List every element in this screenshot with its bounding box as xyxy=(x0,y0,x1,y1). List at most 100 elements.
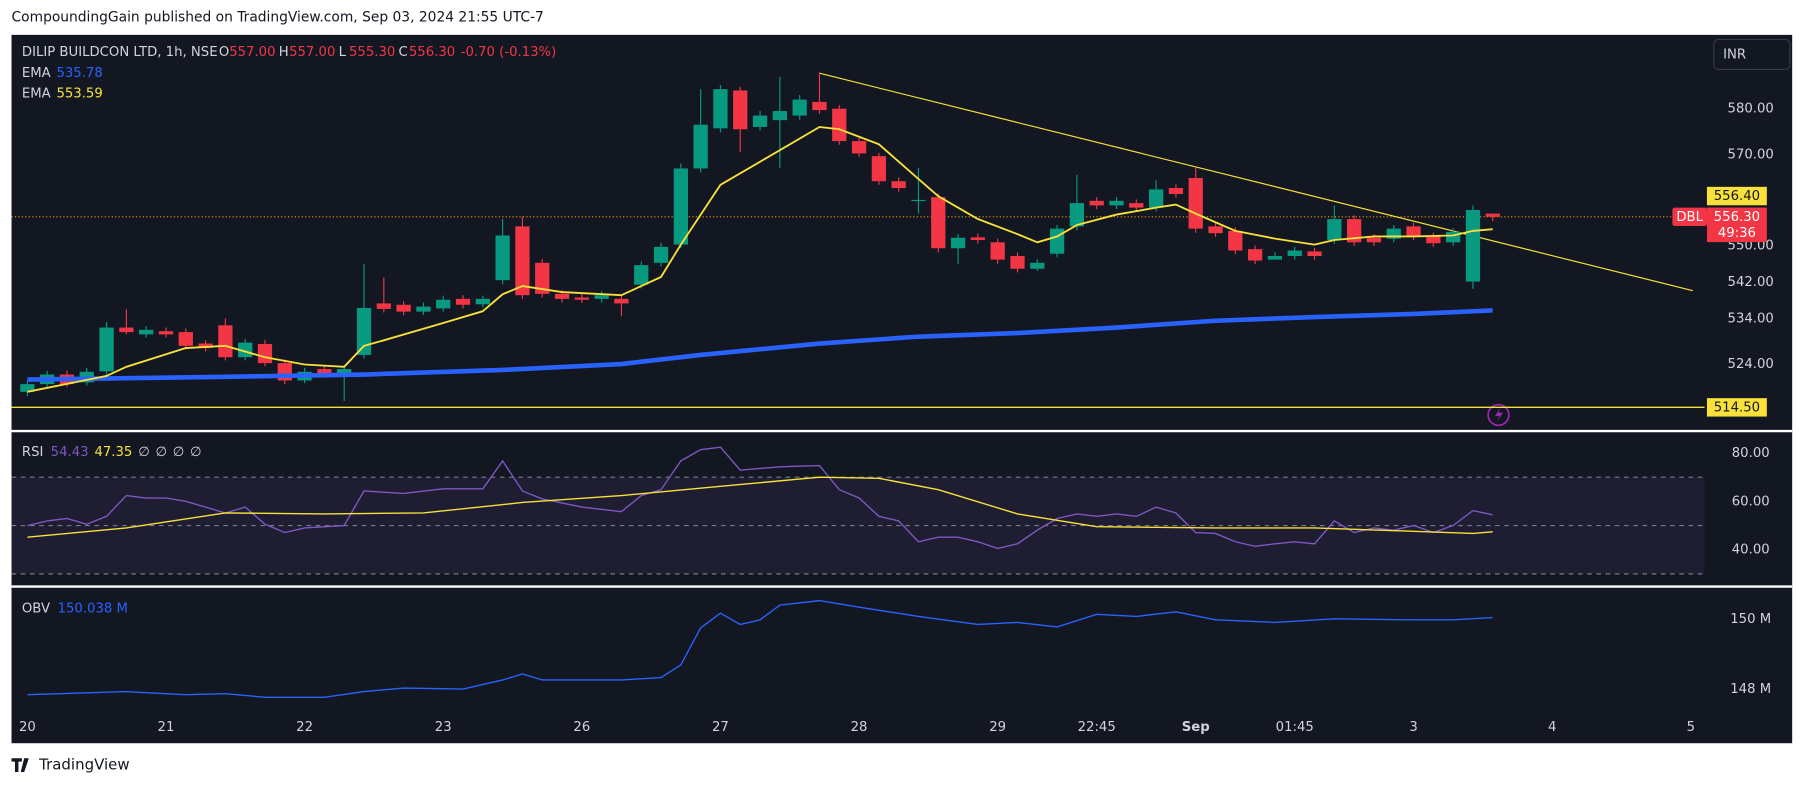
chart-title: DILIP BUILDCON LTD, 1h, NSE xyxy=(22,45,218,60)
legend-param: ∅ xyxy=(155,445,167,460)
brand-name: TradingView xyxy=(38,756,129,774)
indicator-line xyxy=(27,446,1493,550)
x-tick-label: 3 xyxy=(1409,720,1417,735)
y-tick-label: 148 M xyxy=(1730,682,1771,697)
ohlc-key: L xyxy=(339,45,347,60)
x-tick-label: 26 xyxy=(573,720,590,735)
candle-body xyxy=(475,298,490,305)
candle-body xyxy=(812,101,827,111)
candle-body xyxy=(574,297,589,300)
publish-info: CompoundingGain published on TradingView… xyxy=(12,10,544,26)
candle-body xyxy=(832,108,847,142)
candle-body xyxy=(198,343,213,349)
candle-body xyxy=(1148,189,1164,208)
trendline xyxy=(819,72,1693,292)
candle-body xyxy=(1129,203,1144,208)
candle-body xyxy=(119,327,134,333)
pane xyxy=(27,599,1493,698)
candle-body xyxy=(356,307,372,355)
symbol-label-box xyxy=(1672,207,1707,226)
legend-value: 47.35 xyxy=(94,445,132,460)
candle-body xyxy=(158,331,174,335)
candle-body xyxy=(515,226,530,296)
currency-label[interactable]: INR xyxy=(1723,47,1746,62)
x-tick-label: 4 xyxy=(1548,720,1556,735)
candle-body xyxy=(1386,228,1401,239)
candle-body xyxy=(1010,255,1025,269)
hline-label-box xyxy=(1706,398,1767,417)
change: -0.70 (-0.13%) xyxy=(461,45,557,60)
legend-param: ∅ xyxy=(173,445,185,460)
candle-body xyxy=(752,115,768,127)
alert-icon[interactable] xyxy=(1487,403,1510,427)
legend-name: EMA xyxy=(22,66,51,81)
candle-body xyxy=(911,199,926,202)
brand: TradingView xyxy=(11,756,130,774)
y-tick-label: 570.00 xyxy=(1728,147,1774,162)
candle-body xyxy=(1406,226,1421,237)
candle-body xyxy=(436,299,451,309)
indicator-title: OBV xyxy=(22,601,50,616)
x-tick-label: 27 xyxy=(712,720,729,735)
y-tick-label: 60.00 xyxy=(1732,494,1770,509)
candle-body xyxy=(1168,188,1184,194)
y-tick-label: 524.00 xyxy=(1728,357,1774,372)
chart-background xyxy=(11,34,1793,744)
pane xyxy=(11,446,1705,575)
candle-body xyxy=(1208,226,1223,234)
currency-button[interactable] xyxy=(1713,38,1791,70)
legend-value: 54.43 xyxy=(51,445,89,460)
candle-body xyxy=(317,369,332,375)
countdown: 49:36 xyxy=(1718,226,1756,241)
ohlc-value: 557.00 xyxy=(289,45,335,60)
candle-body xyxy=(634,265,649,285)
candle-body xyxy=(1069,203,1085,227)
candle-body xyxy=(455,298,471,305)
candle-body xyxy=(554,293,570,299)
candle-body xyxy=(653,246,669,263)
indicator-line xyxy=(27,599,1493,698)
x-tick-label: 21 xyxy=(158,720,175,735)
legend-value: 553.59 xyxy=(56,87,102,102)
x-tick-label: Sep xyxy=(1182,720,1210,735)
price-label-box xyxy=(1706,207,1767,243)
candle-body xyxy=(1109,200,1124,206)
x-tick-label: 01:45 xyxy=(1276,720,1314,735)
x-tick-label: 20 xyxy=(19,720,36,735)
candle-body xyxy=(139,329,154,335)
candle-body xyxy=(1287,250,1302,256)
candle-body xyxy=(376,303,391,309)
candle-body xyxy=(337,369,352,375)
candle-body xyxy=(1347,219,1362,243)
y-tick-label: 150 M xyxy=(1730,612,1771,627)
candle-body xyxy=(594,295,609,299)
candle-body xyxy=(257,343,273,364)
candle-body xyxy=(990,242,1005,260)
candle-body xyxy=(396,304,411,312)
candle-body xyxy=(1446,231,1461,243)
marker-label: 556.40 xyxy=(1714,189,1760,204)
candle-body xyxy=(1247,249,1263,261)
y-tick-label: 534.00 xyxy=(1728,311,1774,326)
candle-body xyxy=(1485,213,1500,217)
x-tick-label: 23 xyxy=(435,720,452,735)
x-tick-label: 29 xyxy=(989,720,1006,735)
indicator-line xyxy=(27,476,1493,538)
candle-body xyxy=(1030,262,1045,269)
ohlc-value: 557.00 xyxy=(229,45,275,60)
brand-logo xyxy=(11,758,29,773)
y-tick-label: 542.00 xyxy=(1728,275,1774,290)
candle-body xyxy=(218,325,233,358)
indicator-title: RSI xyxy=(22,445,43,460)
candle-body xyxy=(1089,200,1104,206)
candle-body xyxy=(713,89,728,129)
legend-name: EMA xyxy=(22,87,51,102)
y-tick-label: 580.00 xyxy=(1728,102,1774,117)
candle-body xyxy=(950,237,966,249)
y-tick-label: 40.00 xyxy=(1732,543,1770,558)
candle-body xyxy=(99,327,114,372)
ema-line xyxy=(27,126,1493,393)
y-tick-label: 80.00 xyxy=(1732,446,1770,461)
candle-body xyxy=(693,124,708,169)
